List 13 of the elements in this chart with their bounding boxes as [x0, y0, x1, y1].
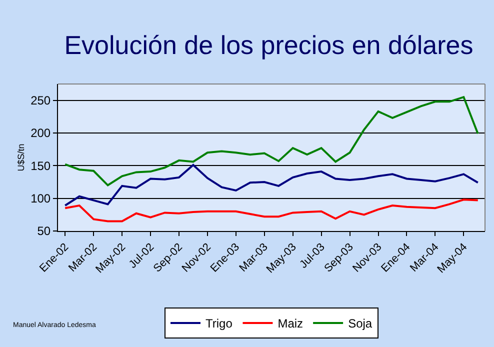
legend-label: Trigo	[206, 316, 233, 331]
y-tick-label: 100	[30, 192, 51, 206]
line-series	[64, 164, 479, 207]
legend-label: Soja	[348, 316, 372, 331]
legend-label: Maiz	[278, 316, 304, 331]
y-tick-label: 50	[37, 224, 51, 238]
line-series	[64, 198, 479, 222]
y-tick-label: 250	[30, 94, 51, 108]
chart-title: Evolución de los precios en dólares	[64, 30, 474, 60]
line-series	[64, 96, 479, 186]
y-tick-label: 150	[30, 158, 51, 173]
y-tick-label: 200	[30, 126, 51, 140]
y-axis-title: U$S/tn	[16, 144, 26, 172]
